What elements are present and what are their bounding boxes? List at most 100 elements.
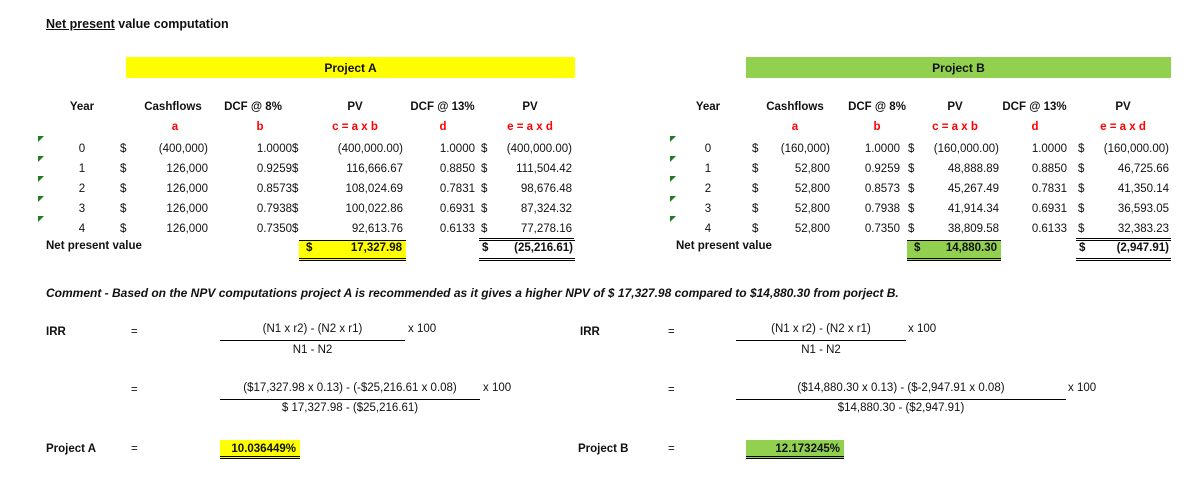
header-year: Year <box>69 101 95 113</box>
currency-symbol: $ <box>120 163 127 175</box>
currency-symbol: $ <box>752 163 759 175</box>
currency: $ <box>914 242 921 254</box>
dcf13-cell: 0.6931 <box>439 203 475 215</box>
cashflow-cell: 52,800 <box>794 183 830 195</box>
dcf8-cell: 0.7938 <box>256 203 292 215</box>
currency-symbol: $ <box>1078 203 1085 215</box>
cashflow-cell: 126,000 <box>166 183 208 195</box>
npv13-total-b: $ (2,947.91) <box>1076 240 1171 261</box>
currency-symbol: $ <box>120 143 127 155</box>
npv8-total-a: $ 17,327.98 <box>299 240 406 261</box>
currency-symbol: $ <box>908 203 915 215</box>
pv13-cell: 98,676.48 <box>520 183 572 195</box>
error-indicator-icon <box>38 176 44 182</box>
header-cashflows: Cashflows <box>766 101 824 113</box>
fraction-line <box>220 399 480 400</box>
error-indicator-icon <box>670 176 676 182</box>
currency-symbol: $ <box>481 203 488 215</box>
pv13-cell: 36,593.05 <box>1117 203 1169 215</box>
sub-c: c = a x b <box>332 121 378 133</box>
sub-a: a <box>171 121 179 133</box>
header-dcf13: DCF @ 13% <box>410 101 475 113</box>
error-indicator-icon <box>38 196 44 202</box>
dcf13-cell: 0.6931 <box>1031 203 1067 215</box>
cashflow-cell: 126,000 <box>166 163 208 175</box>
pv13-cell: 111,504.42 <box>516 163 572 175</box>
equals: = <box>668 384 675 396</box>
dcf13-cell: 1.0000 <box>1031 143 1067 155</box>
dcf13-cell: 0.6133 <box>1031 223 1067 235</box>
npv8-value-b: 14,880.30 <box>945 242 997 254</box>
calc-numerator-b: ($14,880.30 x 0.13) - ($-2,947.91 x 0.08… <box>797 382 1005 394</box>
cashflow-cell: 52,800 <box>794 203 830 215</box>
currency-symbol: $ <box>908 183 915 195</box>
times-100: x 100 <box>483 382 512 394</box>
currency-symbol: $ <box>481 183 488 195</box>
sub-e: e = a x d <box>507 121 553 133</box>
currency-symbol: $ <box>752 183 759 195</box>
currency-symbol: $ <box>752 223 759 235</box>
sub-c: c = a x b <box>932 121 978 133</box>
calc-denominator-a: $ 17,327.98 - ($25,216.61) <box>281 402 419 414</box>
pv13-cell: 32,383.23 <box>1117 223 1169 235</box>
header-dcf8: DCF @ 8% <box>848 101 906 113</box>
equals: = <box>668 443 675 455</box>
npv8-total-b: $ 14,880.30 <box>907 240 1001 261</box>
currency-symbol: $ <box>481 223 488 235</box>
year-cell: 1 <box>78 163 86 175</box>
year-cell: 3 <box>704 203 712 215</box>
calc-numerator-a: ($17,327.98 x 0.13) - (-$25,216.61 x 0.0… <box>243 382 457 394</box>
pv13-cell: (160,000.00) <box>1103 143 1169 155</box>
pv8-cell: 41,914.34 <box>947 203 999 215</box>
result-label-b: Project B <box>578 443 629 455</box>
pv8-cell: (400,000.00) <box>337 143 403 155</box>
year-cell: 4 <box>704 223 712 235</box>
times-100: x 100 <box>908 323 937 335</box>
npv13-total-a: $ (25,216.61) <box>479 240 575 261</box>
dcf8-cell: 0.8573 <box>256 183 292 195</box>
result-label-a: Project A <box>46 443 97 455</box>
currency-symbol: $ <box>908 143 915 155</box>
currency-symbol: $ <box>292 163 299 175</box>
irr-label-b: IRR <box>580 326 600 338</box>
error-indicator-icon <box>670 216 676 222</box>
year-cell: 4 <box>78 223 86 235</box>
sub-d: d <box>1031 121 1039 133</box>
dcf13-cell: 0.8850 <box>439 163 475 175</box>
dcf8-cell: 0.7350 <box>256 223 292 235</box>
error-indicator-icon <box>38 136 44 142</box>
equals: = <box>131 443 138 455</box>
formula-denominator-b: N1 - N2 <box>801 344 841 356</box>
dcf8-cell: 0.7350 <box>864 223 900 235</box>
equals: = <box>131 326 138 338</box>
subtotal-line <box>1076 238 1171 239</box>
dcf13-cell: 0.7831 <box>1031 183 1067 195</box>
title-underlined: Net present <box>46 17 115 31</box>
npv-label-a: Net present value <box>46 240 142 252</box>
error-indicator-icon <box>670 196 676 202</box>
project-b-band: Project B <box>746 57 1171 78</box>
times-100: x 100 <box>408 323 437 335</box>
header-pv13: PV <box>522 101 538 113</box>
cashflow-cell: 52,800 <box>794 163 830 175</box>
error-indicator-icon <box>670 136 676 142</box>
currency: $ <box>306 242 313 254</box>
equals: = <box>668 326 675 338</box>
pv8-cell: (160,000.00) <box>933 143 999 155</box>
currency-symbol: $ <box>1078 223 1085 235</box>
header-cashflows: Cashflows <box>144 101 202 113</box>
pv13-cell: 41,350.14 <box>1117 183 1169 195</box>
year-cell: 0 <box>78 143 86 155</box>
currency-symbol: $ <box>120 223 127 235</box>
project-a-title: Project A <box>324 60 377 75</box>
sub-a: a <box>791 121 799 133</box>
fraction-line <box>736 340 906 341</box>
header-year: Year <box>695 101 721 113</box>
npv-label-b: Net present value <box>676 240 772 252</box>
formula-numerator-a: (N1 x r2) - (N2 x r1) <box>262 323 363 335</box>
irr-result-b: 12.173245% <box>746 440 844 459</box>
calc-denominator-b: $14,880.30 - ($2,947.91) <box>837 402 965 414</box>
currency-symbol: $ <box>292 203 299 215</box>
pv8-cell: 100,022.86 <box>345 203 403 215</box>
irr-label-a: IRR <box>46 326 66 338</box>
